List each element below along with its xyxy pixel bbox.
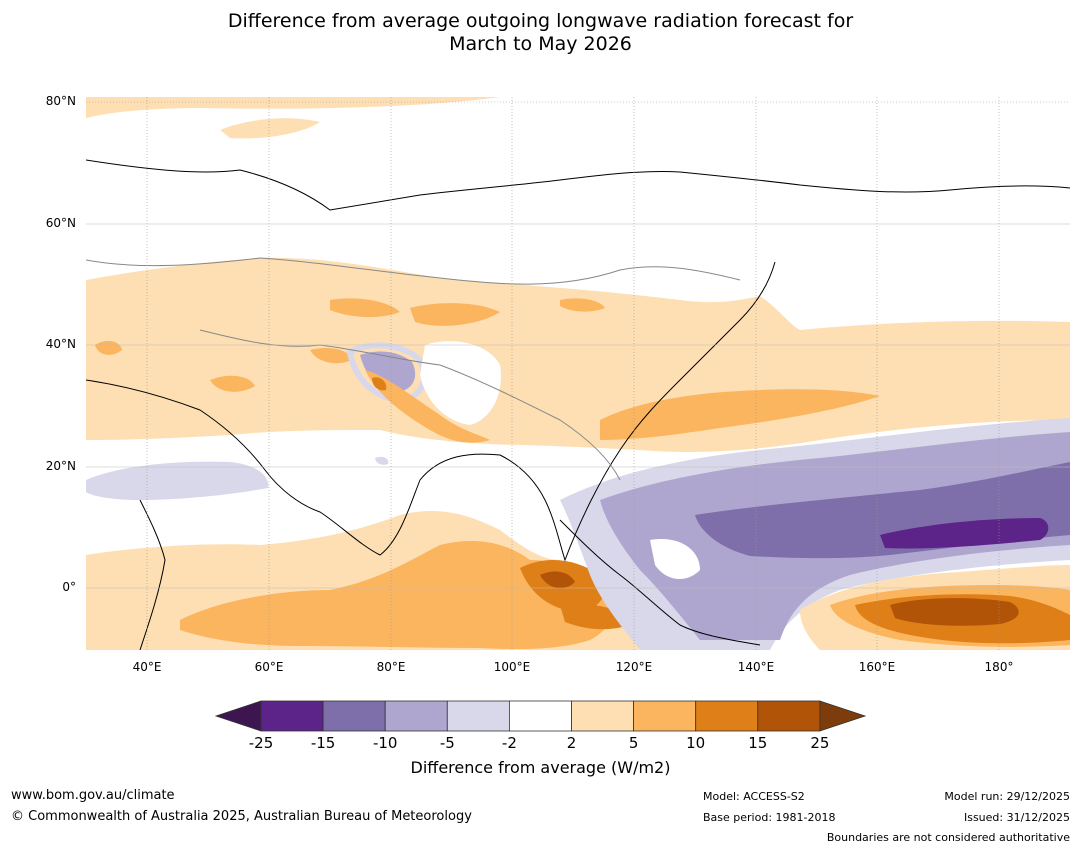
- legend-tick-label: -15: [310, 734, 336, 752]
- chart-title: Difference from average outgoing longwav…: [0, 10, 1081, 56]
- legend-tick-label: -25: [248, 734, 274, 752]
- anomaly-region-tibet-white: [420, 341, 501, 425]
- lon-label: 160°E: [858, 660, 896, 674]
- legend-label: Difference from average (W/m2): [410, 758, 671, 777]
- anomaly-region-turkey-patch: [95, 340, 122, 355]
- legend-tick-label: -5: [439, 734, 455, 752]
- legend-color-box: [695, 700, 759, 732]
- lat-label: 60°N: [45, 216, 76, 230]
- lon-label: 180°: [984, 660, 1014, 674]
- footer-boundaries-note: Boundaries are not considered authoritat…: [826, 831, 1070, 844]
- anomaly-region-afghan-patch: [310, 348, 352, 364]
- lon-label: 40°E: [132, 660, 162, 674]
- lat-label: 0°: [62, 580, 76, 594]
- legend-color-box: [633, 700, 697, 732]
- anomaly-region-tibet-ring: [346, 342, 427, 404]
- footer-model: Model: ACCESS-S2: [703, 790, 805, 803]
- title-line-1: Difference from average outgoing longwav…: [227, 10, 854, 32]
- anomaly-region-borneo-dark: [540, 571, 575, 589]
- lon-label: 100°E: [493, 660, 531, 674]
- legend-tick-label: 25: [810, 734, 830, 752]
- legend-tick-label: -10: [372, 734, 398, 752]
- anomaly-region-iran-patch: [210, 375, 255, 392]
- anomaly-region-mongolia-east-patch: [560, 298, 605, 312]
- anomaly-region-arctic-band: [86, 97, 500, 118]
- anomaly-region-india-small-purple: [375, 456, 389, 465]
- anomaly-region-philippines-white: [650, 539, 700, 580]
- legend-color-box: [322, 700, 386, 732]
- anomaly-region-novaya-zemlya: [220, 118, 320, 139]
- anomaly-region-kazakh-patch: [330, 298, 400, 318]
- title-line-2: March to May 2026: [449, 33, 632, 55]
- legend-tick-label: 2: [566, 734, 577, 752]
- anomaly-region-nw-pacific-band: [600, 389, 880, 440]
- lon-label: 60°E: [254, 660, 284, 674]
- legend-tick-label: 10: [686, 734, 706, 752]
- footer-base-period: Base period: 1981-2018: [703, 811, 836, 824]
- legend-tick-label: 15: [748, 734, 768, 752]
- anomaly-region-himalaya-dark: [372, 377, 387, 391]
- anomaly-region-wp-deepest-purple: [880, 518, 1049, 549]
- legend-color-box: [384, 700, 448, 732]
- anomaly-region-arabia-purple: [86, 461, 269, 500]
- legend-color-box: [260, 700, 324, 732]
- anomaly-fill-layer: [86, 97, 1070, 650]
- lon-label: 140°E: [737, 660, 775, 674]
- footer-copyright: © Commonwealth of Australia 2025, Austra…: [11, 809, 472, 824]
- legend-extend-low: [214, 700, 262, 732]
- legend-color-box: [508, 700, 572, 732]
- lon-label: 120°E: [615, 660, 653, 674]
- lat-label: 40°N: [45, 337, 76, 351]
- legend-color-box: [571, 700, 634, 732]
- legend-tick-label: -2: [501, 734, 517, 752]
- lat-label: 20°N: [45, 459, 76, 473]
- anomaly-region-mongolia-west-patch: [410, 303, 500, 326]
- anomaly-region-cp-darkest: [890, 598, 1019, 626]
- lat-lon-gridlines: [86, 97, 1070, 650]
- legend-color-box: [757, 700, 821, 732]
- anomaly-region-himalaya-orange: [365, 370, 490, 443]
- legend-color-box: [446, 700, 510, 732]
- legend-tick-label: 5: [628, 734, 639, 752]
- lat-label: 80°N: [45, 94, 76, 108]
- anomaly-region-tibet-purple: [360, 351, 416, 392]
- footer-issued: Issued: 31/12/2025: [963, 811, 1070, 824]
- legend-extend-high: [819, 700, 867, 732]
- lon-label: 80°E: [376, 660, 406, 674]
- anomaly-region-indian-ocean-orange: [180, 540, 614, 650]
- footer-website: www.bom.gov.au/climate: [11, 788, 175, 803]
- footer-model-run: Model run: 29/12/2025: [944, 790, 1070, 803]
